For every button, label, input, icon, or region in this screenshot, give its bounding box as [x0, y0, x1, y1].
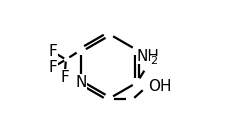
Text: N: N	[75, 75, 87, 90]
Text: OH: OH	[148, 79, 172, 94]
Text: F: F	[60, 70, 69, 85]
Text: F: F	[48, 60, 57, 75]
Text: 2: 2	[150, 56, 157, 66]
Text: NH: NH	[136, 49, 159, 64]
Text: F: F	[48, 44, 57, 59]
